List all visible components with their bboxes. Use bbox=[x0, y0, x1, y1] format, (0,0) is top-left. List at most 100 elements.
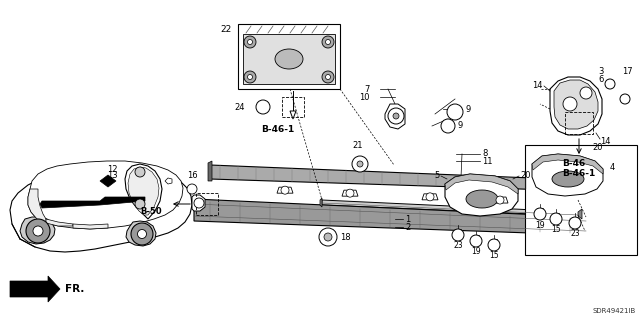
Text: 21: 21 bbox=[353, 142, 364, 151]
Text: 18: 18 bbox=[340, 233, 351, 241]
Polygon shape bbox=[277, 187, 293, 193]
Ellipse shape bbox=[466, 190, 498, 208]
Circle shape bbox=[326, 40, 330, 44]
Text: 23: 23 bbox=[570, 229, 580, 239]
Bar bbox=[196, 193, 218, 215]
Circle shape bbox=[441, 119, 455, 133]
Circle shape bbox=[33, 226, 43, 236]
Polygon shape bbox=[208, 161, 212, 181]
Circle shape bbox=[248, 40, 253, 44]
Circle shape bbox=[357, 161, 363, 167]
Circle shape bbox=[138, 229, 147, 239]
Circle shape bbox=[135, 167, 145, 177]
Text: 20: 20 bbox=[592, 143, 602, 152]
Circle shape bbox=[496, 196, 504, 204]
Bar bbox=[565, 112, 593, 134]
Text: 14: 14 bbox=[532, 81, 543, 91]
Circle shape bbox=[452, 229, 464, 241]
Polygon shape bbox=[532, 154, 603, 196]
Ellipse shape bbox=[275, 49, 303, 69]
Polygon shape bbox=[342, 190, 358, 196]
Polygon shape bbox=[322, 200, 578, 216]
Polygon shape bbox=[165, 178, 172, 184]
Circle shape bbox=[393, 113, 399, 119]
Text: 3: 3 bbox=[598, 66, 604, 76]
Text: B-46-1: B-46-1 bbox=[261, 124, 294, 133]
Circle shape bbox=[534, 208, 546, 220]
Polygon shape bbox=[73, 224, 108, 229]
Circle shape bbox=[388, 108, 404, 124]
Text: 24: 24 bbox=[234, 102, 245, 112]
Text: 22: 22 bbox=[220, 25, 231, 33]
Polygon shape bbox=[20, 217, 55, 244]
Circle shape bbox=[256, 100, 270, 114]
Text: 2: 2 bbox=[405, 222, 410, 232]
Text: 1: 1 bbox=[405, 214, 410, 224]
Text: SDR49421IB: SDR49421IB bbox=[593, 308, 636, 314]
Text: 9: 9 bbox=[457, 122, 462, 130]
Circle shape bbox=[569, 217, 581, 229]
Polygon shape bbox=[578, 209, 582, 219]
Text: 15: 15 bbox=[489, 251, 499, 261]
Text: 8: 8 bbox=[482, 150, 488, 159]
Circle shape bbox=[26, 219, 50, 243]
Text: 12: 12 bbox=[108, 165, 118, 174]
Text: 7: 7 bbox=[365, 85, 370, 93]
Polygon shape bbox=[320, 198, 322, 207]
Polygon shape bbox=[243, 34, 335, 84]
Circle shape bbox=[324, 233, 332, 241]
Circle shape bbox=[346, 189, 354, 197]
Bar bbox=[282, 97, 304, 117]
Polygon shape bbox=[192, 195, 205, 211]
Text: 17: 17 bbox=[622, 66, 632, 76]
Polygon shape bbox=[125, 164, 162, 219]
Text: B-50: B-50 bbox=[140, 206, 162, 216]
Polygon shape bbox=[492, 197, 508, 203]
Polygon shape bbox=[126, 221, 156, 246]
Text: 5: 5 bbox=[435, 172, 440, 181]
Text: 6: 6 bbox=[598, 75, 604, 84]
Text: 10: 10 bbox=[360, 93, 370, 101]
Circle shape bbox=[563, 97, 577, 111]
Bar bbox=[525, 145, 637, 255]
Text: 19: 19 bbox=[471, 248, 481, 256]
Circle shape bbox=[244, 36, 256, 48]
Polygon shape bbox=[40, 197, 145, 208]
Text: 20: 20 bbox=[520, 172, 531, 181]
Circle shape bbox=[319, 228, 337, 246]
Polygon shape bbox=[128, 167, 159, 215]
Circle shape bbox=[131, 223, 153, 245]
Polygon shape bbox=[550, 77, 602, 135]
Polygon shape bbox=[46, 219, 73, 226]
Polygon shape bbox=[28, 189, 46, 223]
Circle shape bbox=[187, 184, 197, 194]
Polygon shape bbox=[532, 154, 603, 174]
Polygon shape bbox=[100, 175, 116, 187]
Text: 13: 13 bbox=[108, 172, 118, 181]
Circle shape bbox=[488, 239, 500, 251]
Polygon shape bbox=[238, 24, 340, 89]
Text: B-46: B-46 bbox=[562, 160, 585, 168]
Text: 9: 9 bbox=[466, 105, 471, 114]
Text: 23: 23 bbox=[453, 241, 463, 250]
Circle shape bbox=[352, 156, 368, 172]
Polygon shape bbox=[554, 80, 598, 129]
Polygon shape bbox=[28, 161, 183, 229]
Circle shape bbox=[248, 75, 253, 79]
Polygon shape bbox=[580, 176, 584, 193]
Polygon shape bbox=[290, 111, 296, 119]
Text: 15: 15 bbox=[551, 226, 561, 234]
Circle shape bbox=[322, 36, 334, 48]
Circle shape bbox=[470, 235, 482, 247]
Circle shape bbox=[322, 71, 334, 83]
Polygon shape bbox=[10, 276, 60, 302]
Polygon shape bbox=[445, 174, 518, 194]
Polygon shape bbox=[210, 165, 582, 191]
Polygon shape bbox=[194, 199, 586, 235]
Polygon shape bbox=[422, 194, 438, 200]
Circle shape bbox=[605, 79, 615, 89]
Text: FR.: FR. bbox=[65, 284, 84, 294]
Polygon shape bbox=[445, 174, 518, 216]
Text: 4: 4 bbox=[610, 162, 615, 172]
Circle shape bbox=[135, 199, 145, 209]
